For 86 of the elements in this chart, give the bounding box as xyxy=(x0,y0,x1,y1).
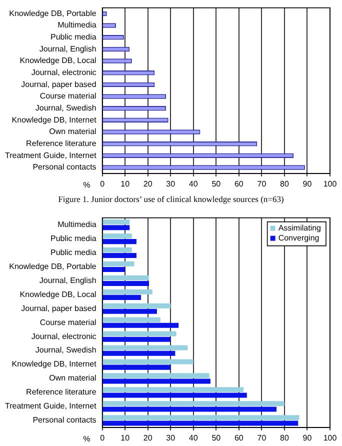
bar xyxy=(102,261,134,266)
y-tick-label: Journal, electronic xyxy=(31,68,96,78)
x-tick-label: 100 xyxy=(323,179,338,188)
y-tick-label: Public media xyxy=(50,32,97,42)
x-tick-label: 30 xyxy=(166,179,176,188)
bar xyxy=(102,225,130,230)
x-tick-label: 60 xyxy=(234,433,244,442)
bar xyxy=(102,294,142,300)
bar xyxy=(102,378,210,384)
y-tick-label: Own material xyxy=(49,374,97,383)
x-tick-label: 60 xyxy=(234,179,244,188)
y-tick-label: Course material xyxy=(40,92,97,101)
bar xyxy=(102,247,132,252)
y-tick-label: Own material xyxy=(49,127,97,136)
legend-label: Assimilating xyxy=(278,224,322,233)
x-tick-label: 100 xyxy=(323,433,338,442)
x-axis-title: % xyxy=(83,434,90,444)
y-tick-label: Multimedia xyxy=(58,20,97,30)
caption: Figure 1. Junior doctors’ use of clinical knowledge sources (n=63) xyxy=(57,193,285,206)
y-tick-label: Knowledge DB, Local xyxy=(20,290,97,299)
bar xyxy=(102,373,210,378)
bar xyxy=(102,350,176,356)
bar xyxy=(102,266,126,272)
y-tick-label: Journal, electronic xyxy=(31,332,96,341)
bar xyxy=(102,406,276,412)
x-tick-label: 80 xyxy=(280,179,290,188)
y-tick-label: Journal, English xyxy=(39,44,96,54)
bar xyxy=(102,420,298,426)
x-tick-label: 50 xyxy=(212,433,222,442)
x-tick-label: 90 xyxy=(302,433,312,442)
x-tick-label: 10 xyxy=(120,179,130,188)
legend-label: Converging xyxy=(278,234,320,243)
y-tick-label: Journal, English xyxy=(39,276,96,285)
y-tick-label: Public media xyxy=(50,234,97,243)
x-tick-label: 20 xyxy=(143,433,153,442)
y-tick-label: Knowledge DB, Portable xyxy=(9,8,97,18)
bar xyxy=(102,387,244,392)
x-tick-label: 10 xyxy=(120,433,130,442)
bar xyxy=(102,289,152,294)
bar xyxy=(102,280,149,286)
x-tick-label: 40 xyxy=(188,433,198,442)
bar xyxy=(102,303,171,308)
y-tick-label: Journal, Swedish xyxy=(35,346,96,355)
x-tick-label: 0 xyxy=(100,433,106,442)
bar xyxy=(102,415,300,420)
bar xyxy=(102,253,136,258)
bar xyxy=(102,359,194,364)
bar xyxy=(102,364,171,370)
bar xyxy=(102,317,160,322)
bar xyxy=(102,233,132,238)
x-tick-label: 80 xyxy=(280,433,290,442)
y-tick-label: Reference literature xyxy=(26,139,97,148)
bar xyxy=(102,401,284,406)
bar xyxy=(102,239,136,244)
x-tick-label: 20 xyxy=(143,179,153,188)
y-tick-label: Knowledge DB, Internet xyxy=(12,360,98,369)
bar xyxy=(102,219,130,225)
bar xyxy=(102,308,157,314)
x-tick-label: 70 xyxy=(257,433,267,442)
y-tick-label: Knowledge DB, Portable xyxy=(9,262,97,271)
bar xyxy=(102,336,171,342)
y-tick-label: Treatment Guide, Internet xyxy=(4,402,98,411)
x-tick-label: 0 xyxy=(100,179,106,188)
y-tick-label: Knowledge DB, Internet xyxy=(12,115,98,124)
y-tick-label: Personal contacts xyxy=(32,162,96,172)
bar xyxy=(102,392,247,398)
y-tick-label: Multimedia xyxy=(58,220,97,229)
bar xyxy=(102,322,179,328)
y-tick-label: Public media xyxy=(50,248,97,257)
x-tick-label: 70 xyxy=(257,179,267,188)
y-tick-label: Journal, paper based xyxy=(21,304,96,313)
x-axis-title: % xyxy=(83,180,90,190)
y-tick-label: Personal contacts xyxy=(32,416,96,425)
x-tick-label: 50 xyxy=(212,179,222,188)
y-tick-label: Reference literature xyxy=(26,388,97,397)
y-tick-label: Course material xyxy=(40,318,97,327)
x-tick-label: 40 xyxy=(188,179,198,188)
y-tick-label: Knowledge DB, Local xyxy=(20,56,97,66)
bar xyxy=(102,331,176,336)
bar xyxy=(102,275,149,280)
x-tick-label: 30 xyxy=(166,433,176,442)
y-tick-label: Journal, paper based xyxy=(21,80,96,89)
x-tick-label: 90 xyxy=(302,179,312,188)
bar xyxy=(102,345,188,350)
y-tick-label: Treatment Guide, Internet xyxy=(4,150,98,160)
y-tick-label: Journal, Swedish xyxy=(35,104,96,113)
